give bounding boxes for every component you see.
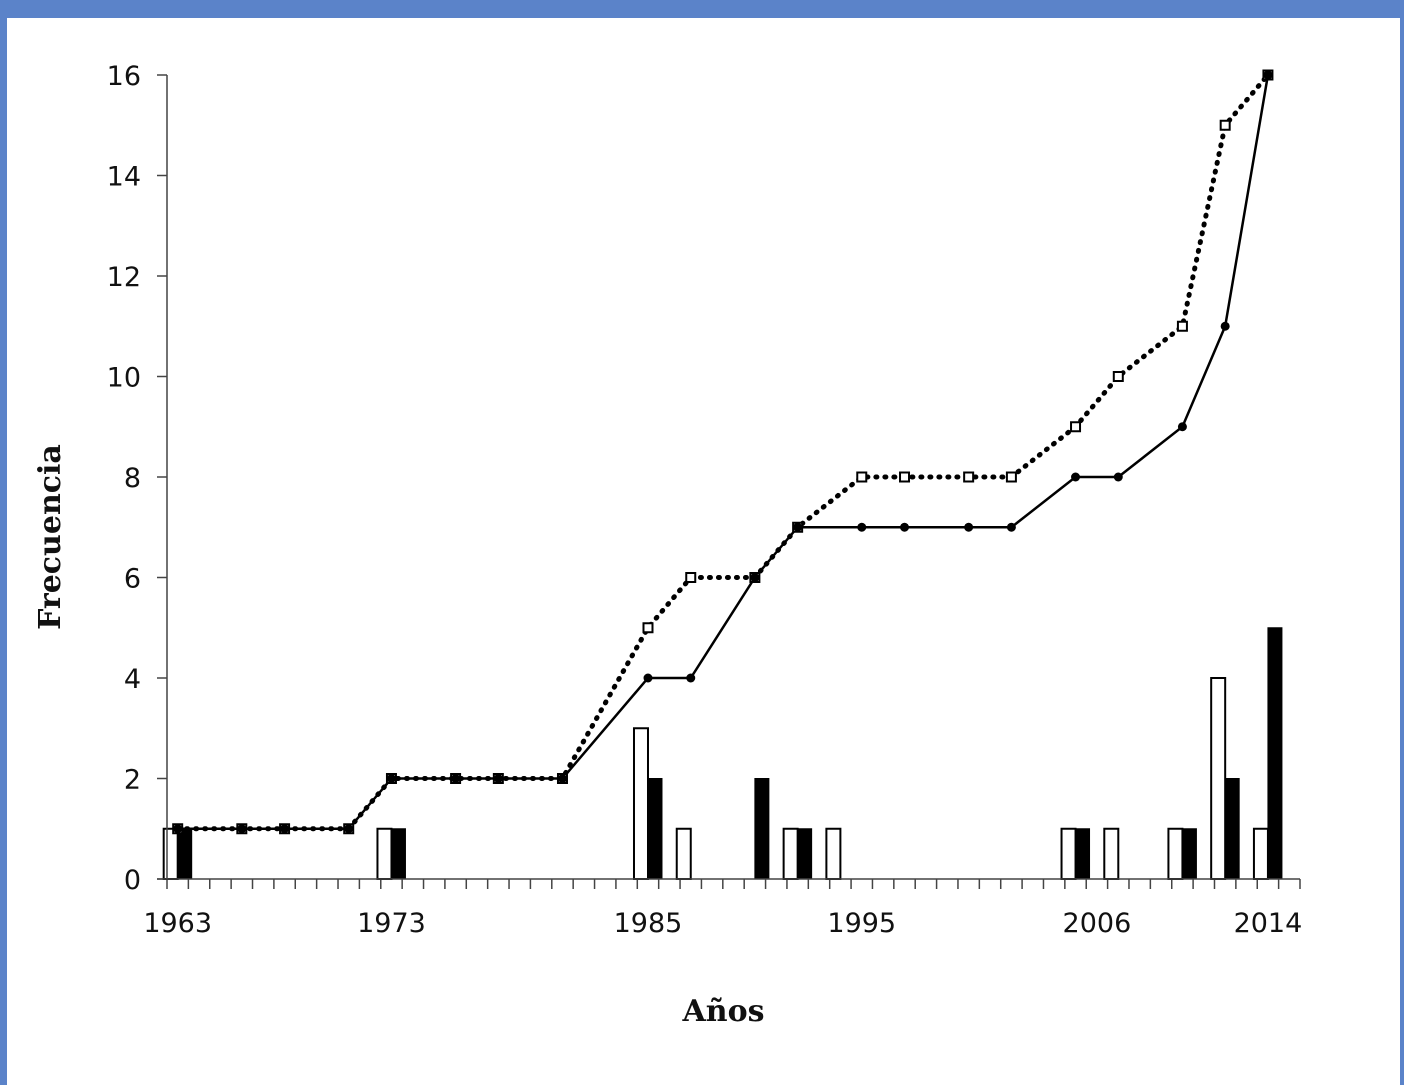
x-axis-ticks: 1963 1973 1985 1995 2006 2014: [143, 879, 1302, 939]
marker-dot: [793, 522, 803, 532]
marker-open-square: [856, 471, 868, 483]
line-cumulative-solid: [177, 74, 1270, 830]
x-tick-label: 1963: [143, 908, 212, 939]
marker-dot: [857, 522, 867, 532]
y-tick-label: 16: [107, 61, 141, 92]
y-tick-label: 6: [124, 564, 141, 595]
marker-open-square: [899, 471, 911, 483]
marker-dot: [1220, 321, 1230, 331]
y-tick-label: 0: [124, 865, 141, 896]
x-axis-title: Años: [682, 994, 765, 1029]
marker-dot: [344, 824, 354, 834]
y-axis-title: Frecuencia: [33, 444, 68, 630]
marker-dot: [451, 774, 461, 783]
bar-white: [825, 827, 842, 880]
bar-black: [1224, 778, 1240, 880]
y-axis-ticks: 0 2 4 6 8 10 12 14 16: [107, 61, 167, 896]
marker-open-square: [963, 471, 975, 483]
marker-dot: [557, 774, 567, 783]
bar-white: [782, 827, 799, 880]
marker-dot: [964, 522, 974, 532]
marker-open-square: [642, 622, 654, 634]
bar-black: [797, 828, 813, 880]
marker-dot: [643, 673, 653, 683]
bar-black: [647, 778, 663, 880]
marker-open-square: [1112, 371, 1124, 382]
marker-dot: [1263, 70, 1273, 80]
markers: [172, 69, 1274, 835]
lines: [175, 72, 1271, 832]
bar-black: [1181, 828, 1197, 880]
marker-dot: [280, 824, 290, 834]
marker-open-square: [1219, 119, 1231, 131]
marker-dot: [750, 573, 760, 582]
marker-dot: [1071, 472, 1081, 482]
marker-dot: [900, 522, 910, 532]
x-tick-label: 2014: [1234, 908, 1303, 939]
marker-open-square: [1070, 421, 1082, 433]
line-cumulative-dotted: [175, 72, 1271, 832]
marker-dot: [1177, 422, 1187, 432]
marker-dot: [237, 824, 247, 834]
marker-dot: [1113, 472, 1123, 482]
marker-open-square: [1176, 320, 1188, 332]
y-tick-label: 8: [124, 463, 141, 494]
marker-dot: [493, 774, 503, 783]
bar-black: [1267, 627, 1283, 880]
x-tick-label: 2006: [1063, 908, 1132, 939]
marker-dot: [1006, 522, 1016, 532]
bars: [162, 627, 1283, 880]
bar-white: [675, 827, 692, 880]
bar-black: [177, 828, 193, 880]
marker-dot: [173, 824, 183, 834]
x-tick-label: 1985: [614, 908, 683, 939]
y-tick-label: 2: [124, 765, 141, 796]
y-tick-label: 4: [124, 664, 141, 695]
marker-open-square: [1005, 471, 1017, 483]
bar-white: [1167, 827, 1184, 880]
bar-white: [1210, 677, 1227, 880]
x-tick-label: 1973: [357, 908, 426, 939]
y-tick-label: 12: [107, 262, 141, 293]
bar-white: [632, 727, 649, 880]
bar-white: [376, 827, 393, 880]
marker-open-square: [685, 572, 697, 583]
bar-white: [1252, 827, 1269, 880]
bar-white: [1103, 827, 1120, 880]
bar-white: [162, 827, 179, 880]
bar-black: [390, 828, 406, 880]
bar-white: [1060, 827, 1077, 880]
y-tick-label: 14: [107, 162, 141, 193]
marker-dot: [686, 673, 696, 683]
x-tick-label: 1995: [827, 908, 896, 939]
bar-black: [754, 778, 770, 880]
bar-black: [1075, 828, 1091, 880]
marker-dot: [386, 774, 396, 783]
y-tick-label: 10: [107, 363, 141, 394]
